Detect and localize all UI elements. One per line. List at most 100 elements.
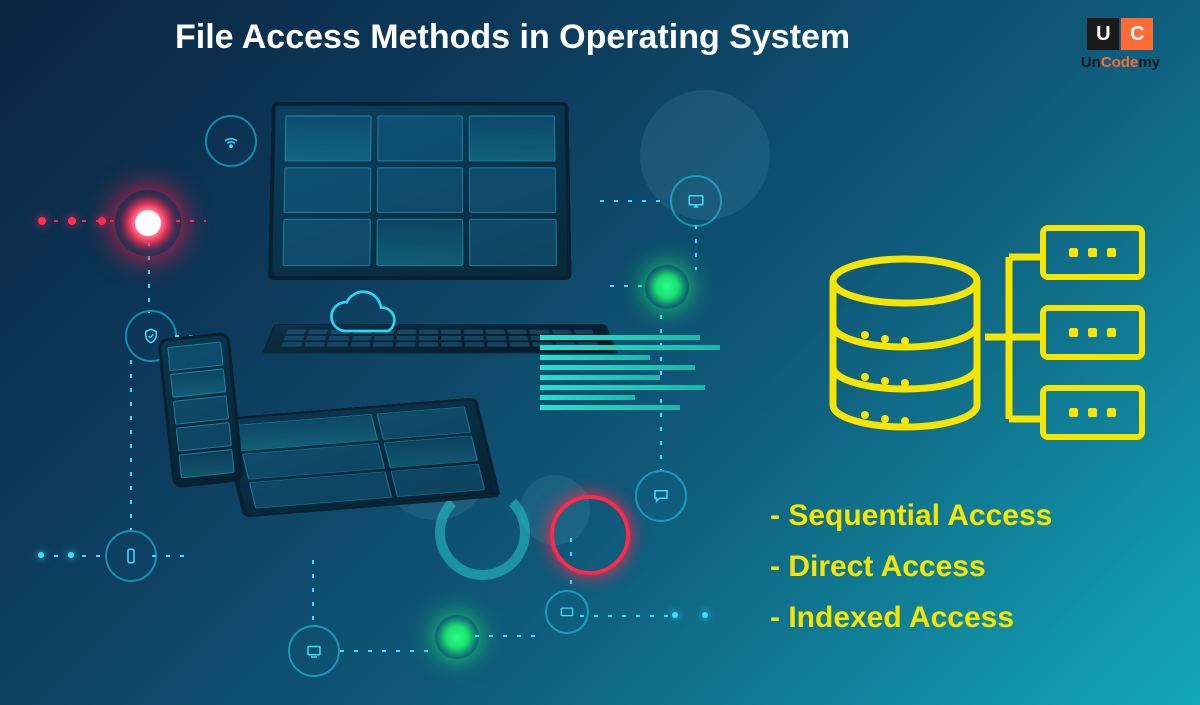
logo-block-c: C xyxy=(1121,18,1153,50)
glow-node-red xyxy=(115,190,181,256)
list-item: - Sequential Access xyxy=(770,490,1052,541)
connector-dot xyxy=(98,217,106,225)
connector-dot xyxy=(38,552,44,558)
keyboard-key xyxy=(419,330,438,334)
keyboard-key xyxy=(485,330,505,334)
cloud-icon xyxy=(318,290,408,345)
data-bar xyxy=(540,405,680,410)
connector-dot xyxy=(68,217,76,225)
chat-icon xyxy=(635,470,687,522)
keyboard-key xyxy=(442,336,462,340)
mobile-icon xyxy=(105,530,157,582)
keyboard-key xyxy=(419,336,439,340)
data-stream-bars xyxy=(540,335,720,410)
connector-dot xyxy=(68,552,74,558)
database-record xyxy=(1040,225,1145,280)
keyboard-key xyxy=(551,330,571,334)
data-bar xyxy=(540,345,720,350)
connector-line xyxy=(152,555,192,557)
keyboard-key xyxy=(464,336,484,340)
connector-line xyxy=(312,560,314,625)
record-dot-icon xyxy=(1107,248,1116,257)
list-item: - Indexed Access xyxy=(770,592,1052,643)
connector-line xyxy=(600,200,670,202)
data-bar xyxy=(540,385,705,390)
access-methods-list: - Sequential Access - Direct Access - In… xyxy=(770,490,1052,643)
connector-dot xyxy=(38,217,46,225)
logo-text-un: Un xyxy=(1081,54,1101,71)
dashboard-panel xyxy=(391,464,485,497)
dashboard-panel xyxy=(377,115,463,161)
keyboard-key xyxy=(507,330,527,334)
dashboard-panel xyxy=(376,167,463,213)
logo-block-u: U xyxy=(1087,18,1119,50)
connector-line xyxy=(130,360,132,530)
display-icon xyxy=(288,625,340,677)
dashboard-panel xyxy=(282,219,370,266)
data-bar xyxy=(540,395,635,400)
keyboard-key xyxy=(510,342,531,347)
dashboard-panel xyxy=(285,115,372,161)
record-dot-icon xyxy=(1069,248,1078,257)
database-connector-icon xyxy=(985,229,1045,449)
record-dot-icon xyxy=(1088,328,1097,337)
brand-logo: U C UnCodemy xyxy=(1081,18,1160,71)
record-dot-icon xyxy=(1088,408,1097,417)
dashboard-panel xyxy=(176,422,232,452)
keyboard-key xyxy=(286,330,307,334)
glow-node-green xyxy=(435,615,479,659)
data-bar xyxy=(540,355,650,360)
keyboard-key xyxy=(463,330,483,334)
dashboard-panel xyxy=(179,449,235,479)
dashboard-panel xyxy=(469,167,556,213)
keyboard-key xyxy=(281,342,302,347)
connector-line xyxy=(580,615,675,617)
connector-line xyxy=(475,635,535,637)
record-dot-icon xyxy=(1107,328,1116,337)
connector-line xyxy=(695,225,697,270)
keyboard-key xyxy=(441,330,460,334)
database-records xyxy=(1040,225,1145,465)
connector-line xyxy=(40,220,120,222)
tablet-device xyxy=(219,397,501,517)
keyboard-key xyxy=(487,342,507,347)
connector-dot xyxy=(702,612,708,618)
keyboard-key xyxy=(573,330,594,334)
data-bar xyxy=(540,375,660,380)
database-cylinder-icon xyxy=(825,255,985,435)
connector-line xyxy=(340,650,435,652)
dashboard-panel xyxy=(469,219,557,266)
keyboard-key xyxy=(486,336,506,340)
dashboard-panel xyxy=(284,167,371,213)
keyboard-key xyxy=(419,342,439,347)
database-record xyxy=(1040,385,1145,440)
connector-line xyxy=(610,285,650,287)
page-title: File Access Methods in Operating System xyxy=(175,18,850,57)
dashboard-panel xyxy=(384,435,478,468)
wifi-icon xyxy=(205,115,257,167)
laptop-screen xyxy=(268,102,572,280)
record-dot-icon xyxy=(1069,328,1078,337)
dashboard-panel xyxy=(469,115,556,161)
keyboard-key xyxy=(464,342,484,347)
monitor-small-icon xyxy=(545,590,589,634)
keyboard-key xyxy=(442,342,462,347)
phone-device xyxy=(157,332,244,489)
keyboard-key xyxy=(508,336,528,340)
record-dot-icon xyxy=(1069,408,1078,417)
database-diagram xyxy=(825,225,1165,450)
logo-text: UnCodemy xyxy=(1081,54,1160,71)
record-dot-icon xyxy=(1107,408,1116,417)
data-bar xyxy=(540,365,695,370)
data-bar xyxy=(540,335,700,340)
tech-illustration xyxy=(20,60,760,680)
dashboard-panel xyxy=(376,219,464,266)
connector-dot xyxy=(672,612,678,618)
keyboard-key xyxy=(284,336,305,340)
keyboard-key xyxy=(529,330,549,334)
logo-text-code: Code xyxy=(1101,54,1139,71)
list-item: - Direct Access xyxy=(770,541,1052,592)
dashboard-panel xyxy=(377,406,471,439)
database-record xyxy=(1040,305,1145,360)
record-dot-icon xyxy=(1088,248,1097,257)
